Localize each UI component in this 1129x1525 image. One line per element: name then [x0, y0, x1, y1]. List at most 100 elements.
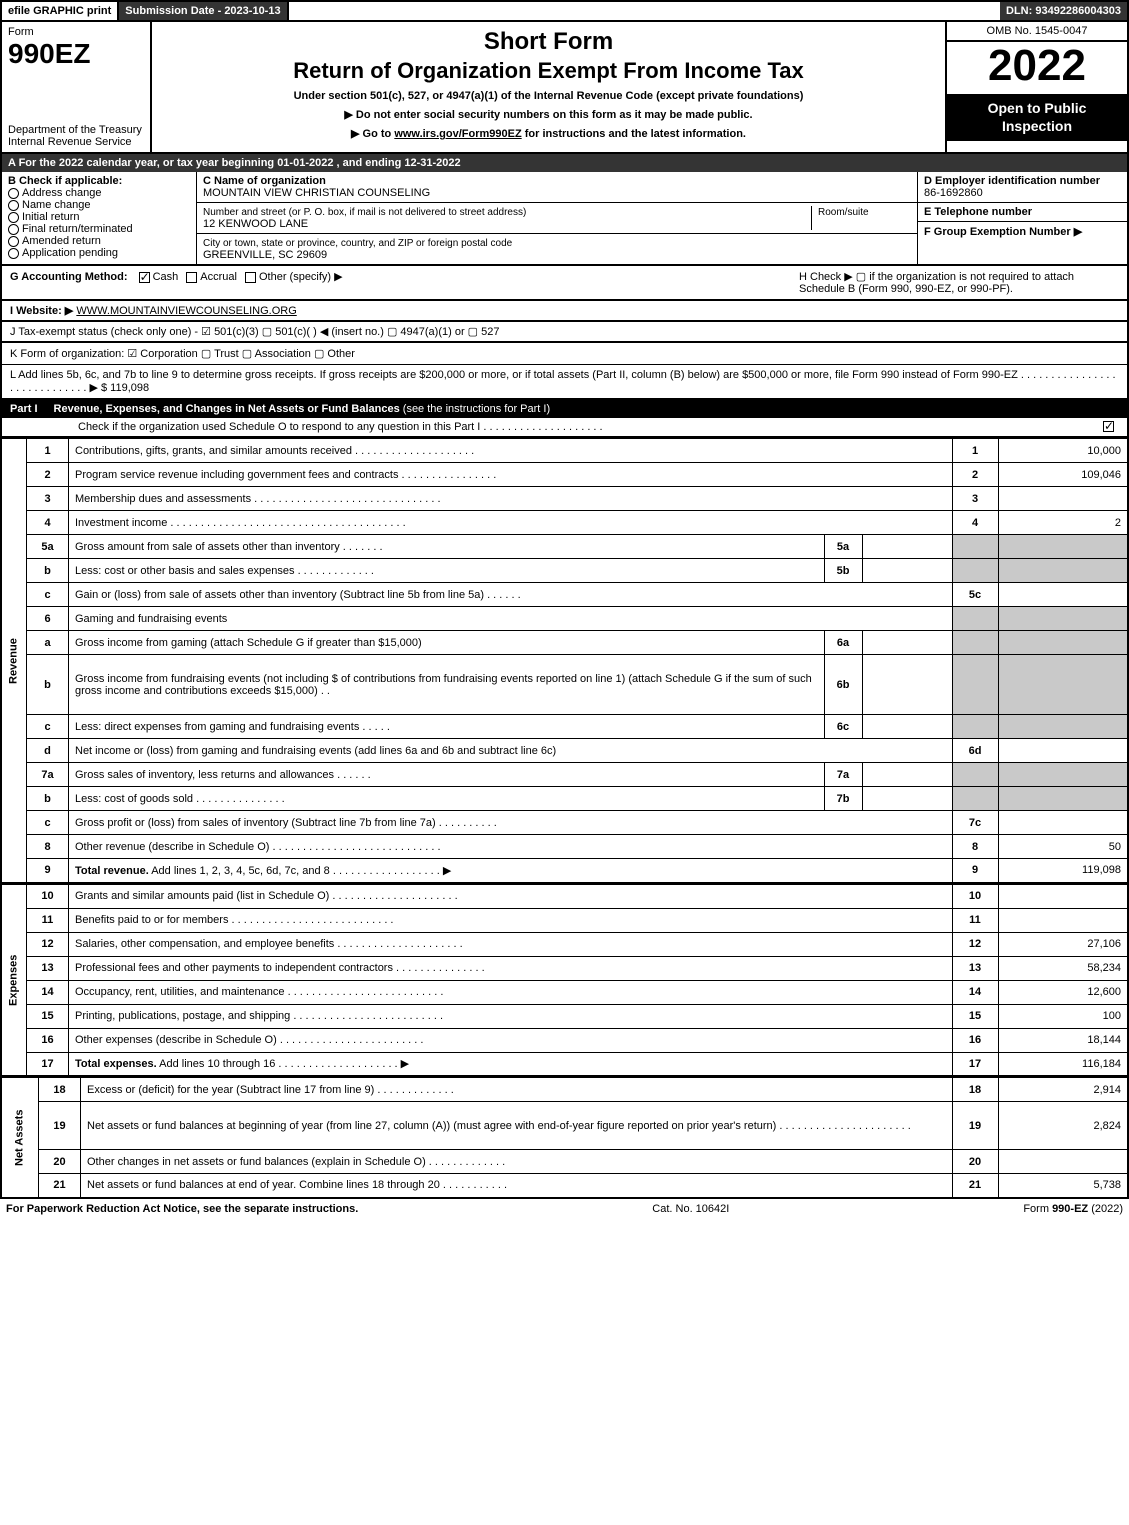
footer-form-bold: 990-EZ: [1052, 1203, 1088, 1215]
box-b-option[interactable]: Final return/terminated: [8, 223, 190, 235]
sub-ref: 5a: [824, 535, 862, 559]
form-line-row: cGross profit or (loss) from sales of in…: [1, 811, 1128, 835]
checkbox-icon: [139, 272, 150, 283]
line-ref: 9: [952, 859, 998, 883]
top-bar: efile GRAPHIC print Submission Date - 20…: [0, 0, 1129, 22]
line-description: Less: direct expenses from gaming and fu…: [69, 715, 825, 739]
line-number: 3: [27, 487, 69, 511]
line-amount: [998, 739, 1128, 763]
part-1-sub: (see the instructions for Part I): [403, 403, 550, 415]
box-b: B Check if applicable: Address changeNam…: [2, 172, 197, 264]
sub-amount: [862, 655, 952, 715]
sub-amount: [862, 787, 952, 811]
header-left: Form 990EZ Department of the Treasury In…: [2, 22, 152, 152]
form-line-row: cGain or (loss) from sale of assets othe…: [1, 583, 1128, 607]
department-label: Department of the Treasury Internal Reve…: [8, 124, 144, 148]
section-label-rotated: Net Assets: [1, 1078, 39, 1198]
form-line-row: bLess: cost of goods sold . . . . . . . …: [1, 787, 1128, 811]
checkbox-icon: [8, 200, 19, 211]
part-1-label: Part I: [10, 403, 38, 415]
line-amount-shaded: [998, 655, 1128, 715]
block-bcdef: B Check if applicable: Address changeNam…: [0, 172, 1129, 266]
line-description: Net assets or fund balances at beginning…: [81, 1102, 953, 1150]
city-cell: City or town, state or province, country…: [197, 234, 917, 264]
box-b-option[interactable]: Name change: [8, 199, 190, 211]
box-b-option[interactable]: Amended return: [8, 235, 190, 247]
box-def: D Employer identification number 86-1692…: [917, 172, 1127, 264]
sub-amount: [862, 535, 952, 559]
tax-year: 2022: [947, 42, 1127, 94]
box-b-option[interactable]: Initial return: [8, 211, 190, 223]
line-number: 9: [27, 859, 69, 883]
form-number: 990EZ: [8, 38, 144, 70]
box-b-option[interactable]: Address change: [8, 187, 190, 199]
checkbox-icon: [8, 236, 19, 247]
website-link[interactable]: WWW.MOUNTAINVIEWCOUNSELING.ORG: [76, 305, 296, 317]
line-description: Printing, publications, postage, and shi…: [69, 1004, 953, 1028]
ssn-warning: ▶ Do not enter social security numbers o…: [158, 108, 939, 121]
form-line-row: 14Occupancy, rent, utilities, and mainte…: [1, 980, 1128, 1004]
under-section-text: Under section 501(c), 527, or 4947(a)(1)…: [158, 90, 939, 102]
line-amount: [998, 908, 1128, 932]
box-g: G Accounting Method: Cash Accrual Other (s…: [10, 270, 343, 295]
part-1-title: Revenue, Expenses, and Changes in Net As…: [54, 403, 400, 415]
line-number: b: [27, 559, 69, 583]
form-line-row: 13Professional fees and other payments t…: [1, 956, 1128, 980]
line-number: 16: [27, 1028, 69, 1052]
omb-number: OMB No. 1545-0047: [947, 22, 1127, 42]
accounting-method-option[interactable]: Accrual: [186, 271, 237, 283]
line-amount: 2: [998, 511, 1128, 535]
line-description: Total revenue. Add lines 1, 2, 3, 4, 5c,…: [69, 859, 953, 883]
schedule-o-checkbox[interactable]: [1103, 421, 1114, 432]
footer-form-pre: Form: [1023, 1203, 1052, 1215]
line-ref-shaded: [952, 787, 998, 811]
line-amount: 119,098: [998, 859, 1128, 883]
box-e: E Telephone number: [918, 203, 1127, 222]
line-number: 8: [27, 835, 69, 859]
line-number: 11: [27, 908, 69, 932]
accounting-method-option[interactable]: Cash: [139, 271, 179, 283]
accounting-method-option[interactable]: Other (specify) ▶: [245, 271, 343, 283]
line-description: Gain or (loss) from sale of assets other…: [69, 583, 953, 607]
line-description: Gross sales of inventory, less returns a…: [69, 763, 825, 787]
line-amount: [998, 811, 1128, 835]
header-center: Short Form Return of Organization Exempt…: [152, 22, 947, 152]
line-number: 4: [27, 511, 69, 535]
i-label: I Website: ▶: [10, 305, 73, 317]
box-b-title: B Check if applicable:: [8, 175, 190, 187]
sub-amount: [862, 763, 952, 787]
sub-ref: 6c: [824, 715, 862, 739]
sub-ref: 5b: [824, 559, 862, 583]
line-number: c: [27, 583, 69, 607]
street-cell: Number and street (or P. O. box, if mail…: [197, 203, 917, 234]
line-description: Benefits paid to or for members . . . . …: [69, 908, 953, 932]
part-1-header: Part I Revenue, Expenses, and Changes in…: [0, 400, 1129, 418]
form-line-row: aGross income from gaming (attach Schedu…: [1, 631, 1128, 655]
efile-print-label[interactable]: efile GRAPHIC print: [2, 2, 119, 20]
footer-cat-no: Cat. No. 10642I: [652, 1203, 729, 1215]
footer-form-post: (2022): [1088, 1203, 1123, 1215]
line-number: 1: [27, 439, 69, 463]
line-amount: 50: [998, 835, 1128, 859]
line-number: a: [27, 631, 69, 655]
sub-ref: 7a: [824, 763, 862, 787]
box-l: L Add lines 5b, 6c, and 7b to line 9 to …: [0, 365, 1129, 400]
line-description: Less: cost of goods sold . . . . . . . .…: [69, 787, 825, 811]
line-amount: 2,824: [998, 1102, 1128, 1150]
line-description: Gross income from gaming (attach Schedul…: [69, 631, 825, 655]
form-line-row: 16Other expenses (describe in Schedule O…: [1, 1028, 1128, 1052]
irs-link[interactable]: www.irs.gov/Form990EZ: [394, 128, 521, 140]
box-d: D Employer identification number 86-1692…: [918, 172, 1127, 203]
line-description: Occupancy, rent, utilities, and maintena…: [69, 980, 953, 1004]
box-b-option[interactable]: Application pending: [8, 247, 190, 259]
line-number: 7a: [27, 763, 69, 787]
line-amount: [998, 583, 1128, 607]
form-line-row: 2Program service revenue including gover…: [1, 463, 1128, 487]
line-number: d: [27, 739, 69, 763]
line-amount: [998, 487, 1128, 511]
section-label-rotated: Revenue: [1, 439, 27, 883]
street-label: Number and street (or P. O. box, if mail…: [203, 207, 526, 218]
line-ref: 17: [952, 1052, 998, 1076]
g-label: G Accounting Method:: [10, 271, 128, 283]
line-ref-shaded: [952, 559, 998, 583]
